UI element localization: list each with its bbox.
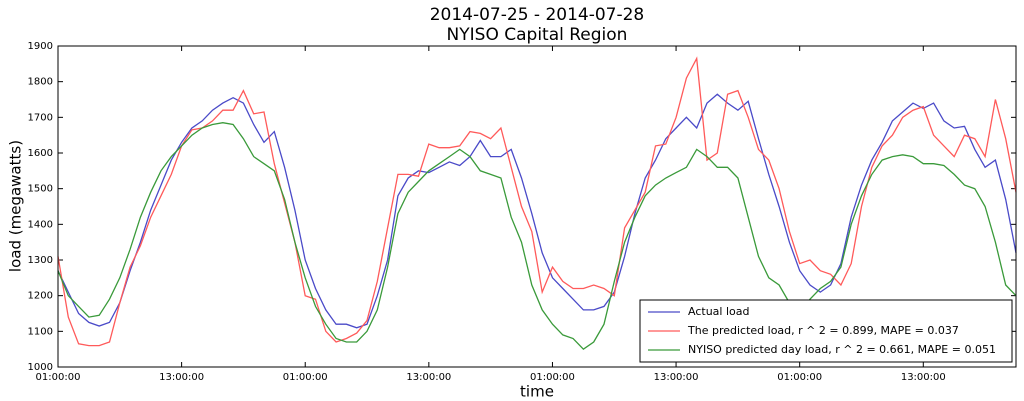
y-tick-label: 1100 bbox=[28, 326, 53, 337]
y-tick-label: 1900 bbox=[28, 41, 53, 52]
y-tick-label: 1300 bbox=[28, 255, 53, 266]
y-tick-label: 1500 bbox=[28, 184, 53, 195]
y-tick-label: 1200 bbox=[28, 291, 53, 302]
y-axis-label: load (megawatts) bbox=[7, 140, 25, 272]
x-tick-label: 13:00:00 bbox=[901, 372, 946, 383]
x-tick-label: 13:00:00 bbox=[654, 372, 699, 383]
x-tick-label: 01:00:00 bbox=[283, 372, 328, 383]
series-line bbox=[57, 122, 1017, 351]
y-tick-label: 1700 bbox=[28, 112, 53, 123]
x-tick-label: 01:00:00 bbox=[777, 372, 822, 383]
chart-subtitle: NYISO Capital Region bbox=[447, 25, 628, 45]
x-axis-label: time bbox=[520, 383, 554, 401]
series-line bbox=[57, 56, 1017, 347]
chart-title: 2014-07-25 - 2014-07-28 bbox=[430, 5, 645, 25]
legend-label: Actual load bbox=[688, 305, 749, 318]
y-tick-label: 1800 bbox=[28, 77, 53, 88]
x-tick-label: 01:00:00 bbox=[36, 372, 81, 383]
plot-frame bbox=[57, 45, 1017, 368]
series-line bbox=[57, 93, 1017, 329]
y-tick-label: 1400 bbox=[28, 219, 53, 230]
x-tick-label: 01:00:00 bbox=[530, 372, 575, 383]
legend-box bbox=[639, 299, 1013, 363]
x-tick-label: 13:00:00 bbox=[159, 372, 204, 383]
y-tick-label: 1000 bbox=[28, 362, 53, 373]
legend-label: The predicted load, r ^ 2 = 0.899, MAPE … bbox=[687, 324, 959, 337]
legend-label: NYISO predicted day load, r ^ 2 = 0.661,… bbox=[688, 343, 996, 356]
x-tick-label: 13:00:00 bbox=[406, 372, 451, 383]
y-tick-label: 1600 bbox=[28, 148, 53, 159]
